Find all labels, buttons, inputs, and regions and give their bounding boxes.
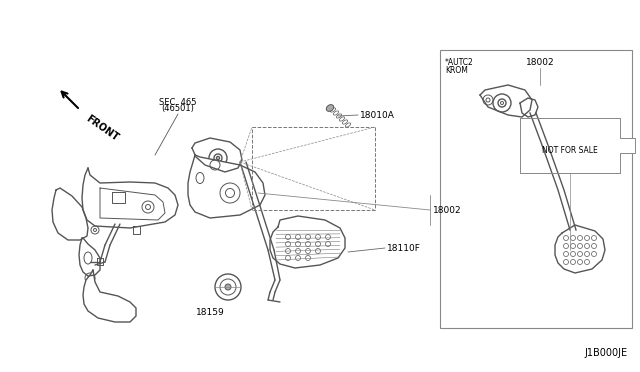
Polygon shape [82,168,178,228]
Text: *AUTC2: *AUTC2 [445,58,474,67]
Ellipse shape [326,105,333,111]
Polygon shape [83,270,136,322]
Text: SEC. 465: SEC. 465 [159,98,196,107]
Text: (46501): (46501) [161,104,195,113]
Text: NOT FOR SALE: NOT FOR SALE [542,145,598,154]
Polygon shape [192,138,242,172]
Text: 18002: 18002 [433,205,461,215]
Text: 18010A: 18010A [360,110,395,119]
Text: 18110F: 18110F [387,244,421,253]
Polygon shape [480,85,532,117]
Text: KROM: KROM [445,66,468,75]
Polygon shape [270,216,345,268]
Polygon shape [520,98,538,117]
Polygon shape [79,238,100,276]
Polygon shape [52,188,88,240]
Text: 18159: 18159 [196,308,225,317]
Circle shape [225,284,231,290]
Polygon shape [188,155,265,218]
Text: 18002: 18002 [525,58,554,67]
Text: J1B000JE: J1B000JE [585,348,628,358]
Text: FRONT: FRONT [84,113,120,142]
Polygon shape [555,225,605,273]
Bar [440,50,632,328]
Polygon shape [520,118,635,173]
